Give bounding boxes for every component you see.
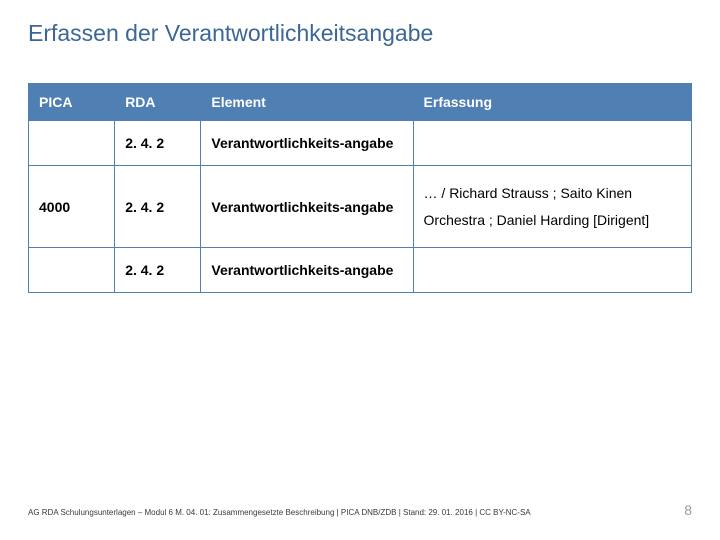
page-number: 8 <box>684 502 692 518</box>
col-rda: RDA <box>115 84 201 121</box>
cell-element: Verantwortlichkeits-angabe <box>201 121 413 166</box>
col-pica: PICA <box>29 84 115 121</box>
table-row: 2. 4. 2 Verantwortlichkeits-angabe <box>29 121 692 166</box>
cell-element: Verantwortlichkeits-angabe <box>201 166 413 248</box>
cell-element: Verantwortlichkeits-angabe <box>201 248 413 293</box>
table-row: 4000 2. 4. 2 Verantwortlichkeits-angabe … <box>29 166 692 248</box>
col-erfassung: Erfassung <box>413 84 691 121</box>
cell-erfassung: … / Richard Strauss ; Saito Kinen Orches… <box>413 166 691 248</box>
footer: AG RDA Schulungsunterlagen – Modul 6 M. … <box>28 502 692 518</box>
cell-pica <box>29 121 115 166</box>
cell-erfassung <box>413 121 691 166</box>
table-header-row: PICA RDA Element Erfassung <box>29 84 692 121</box>
data-table: PICA RDA Element Erfassung 2. 4. 2 Veran… <box>28 83 692 293</box>
table-row: 2. 4. 2 Verantwortlichkeits-angabe <box>29 248 692 293</box>
cell-rda: 2. 4. 2 <box>115 121 201 166</box>
col-element: Element <box>201 84 413 121</box>
cell-erfassung <box>413 248 691 293</box>
cell-rda: 2. 4. 2 <box>115 248 201 293</box>
cell-pica <box>29 248 115 293</box>
footer-text: AG RDA Schulungsunterlagen – Modul 6 M. … <box>28 508 531 517</box>
cell-pica: 4000 <box>29 166 115 248</box>
cell-rda: 2. 4. 2 <box>115 166 201 248</box>
page-title: Erfassen der Verantwortlichkeitsangabe <box>28 20 692 47</box>
